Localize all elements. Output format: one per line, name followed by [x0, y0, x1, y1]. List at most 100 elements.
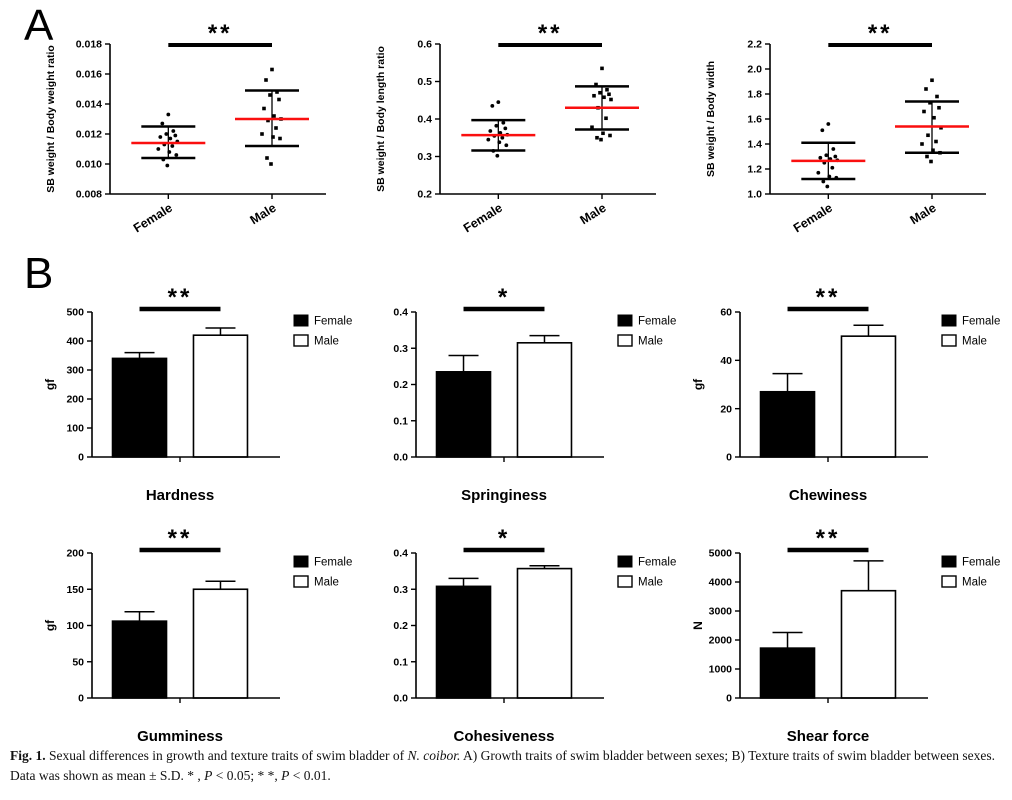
significance-asterisks: **: [868, 20, 893, 47]
y-tick-label: 0.2: [393, 620, 408, 632]
y-tick-label: 0.012: [76, 129, 102, 141]
data-point: [831, 147, 836, 151]
panel-a-charts: 0.008 0.010 0.012 0.014 0.016 0.018 SB weight …: [40, 14, 1000, 257]
y-tick-label: 1.6: [747, 114, 762, 126]
data-point: [264, 78, 268, 82]
data-point: [496, 100, 501, 105]
data-point: [168, 136, 173, 141]
significance-asterisks: *: [498, 284, 510, 311]
significance-asterisks: *: [498, 525, 510, 552]
y-tick-label: 0.1: [393, 415, 408, 427]
data-point: [607, 92, 611, 97]
data-point: [272, 114, 276, 118]
bar-plot: 0 100 200 300 400 500 gf ** Hardness Female Male: [43, 284, 352, 504]
data-point: [925, 154, 929, 159]
data-point: [504, 143, 509, 148]
data-point: [928, 100, 932, 105]
significance-asterisks: **: [816, 284, 841, 311]
bar-plot: 0.0 0.1 0.2 0.3 0.4 * Cohesiveness Female Male: [393, 525, 676, 745]
y-tick-label: 4000: [709, 577, 733, 589]
scatter-sb-weight-body-weight-ratio: 0.008 0.010 0.012 0.014 0.016 0.018 SB weight …: [40, 14, 340, 257]
legend-swatch-male: [617, 334, 633, 347]
caption-segment: P: [204, 767, 213, 783]
legend-swatch-female: [293, 555, 309, 568]
legend-label-female: Female: [962, 316, 1000, 328]
legend-label-male: Male: [638, 336, 663, 348]
scatter-sb-weight-body-length-ratio: 0.2 0.3 0.4 0.5 0.6 SB weight / Body length r…: [370, 14, 670, 257]
chart-title: Gumminess: [137, 728, 223, 745]
bar-hardness: 0 100 200 300 400 500 gf ** Hardness Female Male: [36, 282, 360, 509]
data-point: [920, 142, 924, 146]
y-axis-title: SB weight / Body length ratio: [375, 46, 387, 192]
data-point: [174, 153, 179, 157]
data-point: [816, 170, 821, 175]
data-point: [598, 90, 602, 95]
data-point: [277, 97, 281, 102]
y-tick-label: 400: [66, 336, 84, 348]
y-tick-label: 150: [66, 584, 84, 596]
bar-male: [840, 589, 897, 699]
legend-label-male: Male: [962, 577, 987, 589]
data-point: [260, 132, 264, 136]
legend-swatch-female: [293, 314, 309, 327]
data-point: [930, 78, 934, 83]
data-point: [265, 156, 269, 160]
data-point: [600, 66, 604, 71]
y-tick-label: 2.0: [747, 64, 762, 76]
data-point: [170, 144, 175, 148]
y-tick-label: 0: [726, 693, 732, 705]
y-tick-label: 20: [720, 403, 732, 415]
legend-label-female: Female: [962, 557, 1000, 569]
x-tick-label: Male: [908, 201, 939, 228]
significance-asterisks: **: [168, 284, 193, 311]
bar-plot: 0.0 0.1 0.2 0.3 0.4 * Springiness Female Male: [393, 284, 676, 504]
y-axis-title: gf: [43, 619, 57, 631]
data-point: [160, 121, 165, 126]
y-tick-label: 100: [66, 423, 84, 435]
x-tick-label: Male: [248, 201, 279, 228]
y-tick-label: 200: [66, 548, 84, 560]
legend: Female Male: [293, 314, 352, 348]
scatter-group-female: [461, 100, 536, 158]
scatter-plot: 0.008 0.010 0.012 0.014 0.016 0.018 SB weight …: [45, 20, 326, 235]
y-tick-label: 0.4: [393, 307, 408, 319]
legend-swatch-male: [941, 575, 957, 588]
y-tick-label: 0.014: [76, 99, 102, 111]
significance-asterisks: **: [538, 20, 563, 47]
legend-swatch-male: [293, 575, 309, 588]
y-tick-label: 500: [66, 307, 84, 319]
legend-label-male: Male: [638, 577, 663, 589]
panel-a-label: A: [24, 1, 54, 50]
bar-female: [435, 585, 492, 699]
y-tick-label: 0.016: [76, 69, 102, 81]
panel-b-charts: 0 100 200 300 400 500 gf ** Hardness Female Male 0…: [36, 282, 1008, 750]
data-point: [608, 133, 612, 138]
y-tick-label: 0.3: [393, 343, 408, 355]
data-point: [931, 148, 935, 153]
x-tick-label: Female: [791, 201, 835, 236]
y-tick-label: 200: [66, 394, 84, 406]
data-point: [269, 162, 273, 166]
y-tick-label: 1000: [709, 664, 733, 676]
y-tick-label: 0.3: [393, 584, 408, 596]
data-point: [594, 82, 598, 87]
y-axis-title: N: [691, 621, 705, 630]
bar-female: [759, 647, 816, 699]
data-point: [171, 129, 176, 133]
data-point: [592, 93, 596, 98]
data-point: [830, 165, 835, 170]
data-point: [922, 109, 926, 114]
data-point: [824, 153, 829, 158]
legend-label-male: Male: [314, 336, 339, 348]
chart-title: Shear force: [787, 728, 870, 745]
data-point: [500, 135, 505, 140]
data-point: [821, 179, 826, 184]
data-point: [937, 105, 941, 110]
legend: Female Male: [617, 555, 676, 589]
data-point: [486, 137, 491, 142]
y-tick-label: 0.4: [393, 548, 408, 560]
bar-plot: 0 1000 2000 3000 4000 5000 N ** Shear force Femal…: [691, 525, 1000, 745]
data-point: [599, 137, 603, 142]
data-point: [503, 126, 508, 131]
caption-segment: N. coibor.: [407, 748, 461, 763]
